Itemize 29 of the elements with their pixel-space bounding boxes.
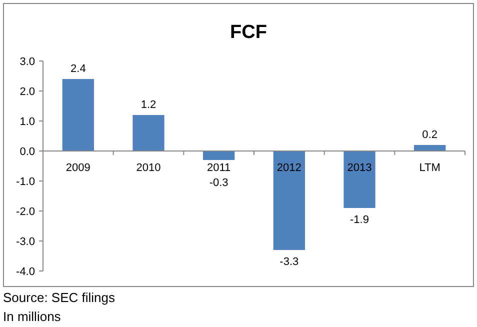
bar	[62, 79, 94, 151]
bar	[273, 151, 305, 250]
x-tick-label: 2010	[136, 162, 161, 174]
source-note: Source: SEC filings	[3, 290, 116, 305]
y-tick-label: 1.0	[20, 116, 35, 128]
y-tick-label: 3.0	[20, 56, 35, 68]
text: In millions	[3, 309, 62, 324]
x-tick-label: 2011	[207, 162, 231, 174]
bar	[414, 145, 446, 151]
bar	[344, 151, 376, 208]
data-label: 1.2	[140, 99, 156, 111]
data-label: -0.3	[209, 177, 228, 189]
y-tick-label: -1.0	[16, 176, 35, 188]
x-tick-label: 2012	[276, 162, 302, 174]
y-tick-label: -3.0	[16, 236, 35, 248]
y-tick-label: -2.0	[16, 206, 35, 218]
x-tick-label: LTM	[419, 162, 440, 174]
bar	[203, 151, 235, 160]
data-label: -3.3	[280, 256, 299, 268]
chart-title: FCF	[230, 22, 267, 43]
data-label: -1.9	[350, 214, 369, 226]
x-tick-label: 2009	[66, 162, 90, 174]
bar	[132, 115, 164, 151]
y-tick-label: -4.0	[16, 266, 35, 278]
y-tick-label: 2.0	[20, 86, 35, 98]
data-label: 2.4	[70, 63, 86, 75]
x-tick-label: 2013	[347, 162, 372, 174]
y-tick-label: 0.0	[20, 146, 35, 158]
data-label: 0.2	[422, 129, 438, 141]
